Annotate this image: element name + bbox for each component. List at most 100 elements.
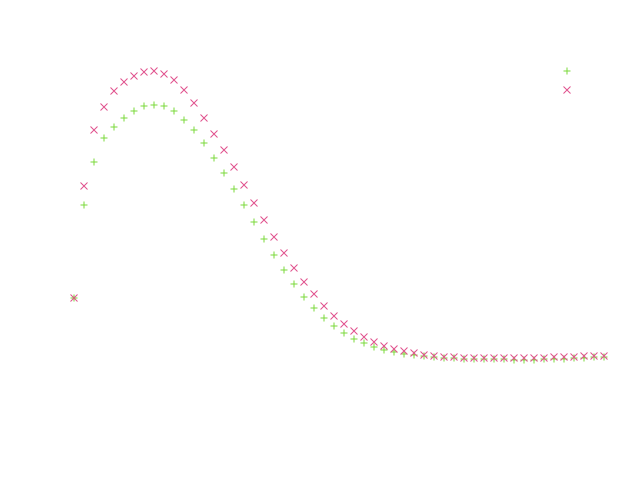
point	[390, 345, 398, 353]
point	[580, 352, 588, 360]
point	[260, 216, 268, 224]
point	[430, 353, 438, 361]
point	[320, 302, 328, 310]
point	[240, 201, 248, 209]
point	[80, 201, 88, 209]
point	[420, 351, 428, 359]
point	[150, 67, 158, 75]
point	[170, 107, 178, 115]
point	[230, 163, 238, 171]
point	[250, 199, 258, 207]
point	[360, 333, 368, 341]
point	[110, 87, 118, 95]
point	[270, 233, 278, 241]
point	[520, 354, 528, 362]
point	[300, 293, 308, 301]
point	[270, 251, 278, 259]
point	[290, 280, 298, 288]
point	[200, 139, 208, 147]
point	[280, 266, 288, 274]
point	[100, 103, 108, 111]
point	[330, 322, 338, 330]
point	[410, 349, 418, 357]
point	[450, 354, 458, 362]
point	[190, 99, 198, 107]
point	[220, 146, 228, 154]
point	[180, 116, 188, 124]
point	[320, 314, 328, 322]
point	[130, 107, 138, 115]
point	[80, 182, 88, 190]
point	[440, 354, 448, 362]
point	[190, 126, 198, 134]
point	[280, 249, 288, 257]
point	[570, 354, 578, 362]
point	[160, 102, 168, 110]
point	[70, 294, 78, 302]
point	[120, 114, 128, 122]
point	[430, 352, 438, 360]
point	[460, 355, 468, 363]
point	[570, 353, 578, 361]
point	[600, 352, 608, 360]
point	[240, 181, 248, 189]
point	[440, 353, 448, 361]
point	[90, 126, 98, 134]
point	[220, 169, 228, 177]
point	[350, 327, 358, 335]
point	[230, 185, 238, 193]
point	[300, 278, 308, 286]
point	[200, 114, 208, 122]
point	[500, 354, 508, 362]
point	[120, 78, 128, 86]
point	[110, 123, 118, 131]
point	[340, 320, 348, 328]
point	[490, 354, 498, 362]
legend-marker	[563, 67, 571, 75]
point	[290, 264, 298, 272]
point	[600, 353, 608, 361]
point	[340, 329, 348, 337]
point	[480, 355, 488, 363]
point	[310, 304, 318, 312]
point	[330, 312, 338, 320]
point	[90, 158, 98, 166]
point	[140, 102, 148, 110]
point	[530, 354, 538, 362]
point	[540, 354, 548, 362]
point	[400, 347, 408, 355]
point	[100, 134, 108, 142]
point	[250, 218, 258, 226]
legend-marker	[563, 86, 571, 94]
point	[420, 352, 428, 360]
point	[550, 353, 558, 361]
point	[560, 353, 568, 361]
point	[370, 338, 378, 346]
point	[470, 354, 478, 362]
point	[210, 130, 218, 138]
point	[470, 355, 478, 363]
point	[180, 86, 188, 94]
point	[170, 76, 178, 84]
point	[490, 355, 498, 363]
point	[450, 353, 458, 361]
point	[590, 353, 598, 361]
point	[150, 101, 158, 109]
point	[350, 335, 358, 343]
point	[210, 154, 218, 162]
point	[500, 355, 508, 363]
point	[130, 72, 138, 80]
point	[480, 354, 488, 362]
point	[540, 355, 548, 363]
point	[160, 70, 168, 78]
point	[590, 352, 598, 360]
point	[380, 342, 388, 350]
point	[310, 290, 318, 298]
point	[260, 235, 268, 243]
point	[510, 354, 518, 362]
point	[140, 68, 148, 76]
point	[380, 346, 388, 354]
